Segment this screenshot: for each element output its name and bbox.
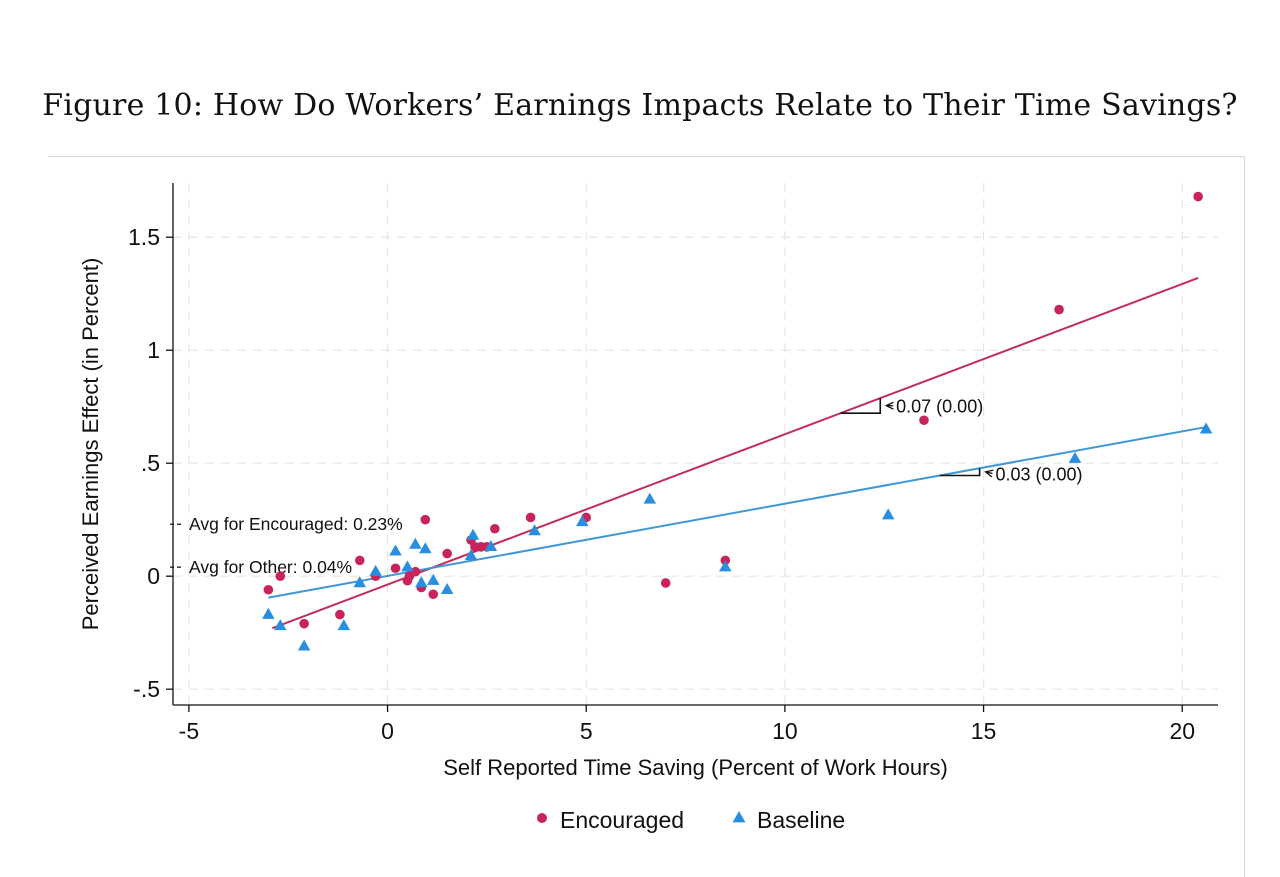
encouraged-point xyxy=(264,585,274,595)
encouraged-point xyxy=(335,610,345,620)
legend-marker-encouraged xyxy=(537,813,547,823)
encouraged-point xyxy=(299,619,309,629)
avg-reference-label: Avg for Other: 0.04% xyxy=(189,557,352,577)
grid-layer xyxy=(173,183,1218,705)
baseline-point xyxy=(427,574,440,585)
data-points xyxy=(262,192,1212,651)
encouraged-point xyxy=(428,589,438,599)
encouraged-point xyxy=(442,549,452,559)
x-tick-label: 0 xyxy=(381,718,394,744)
baseline-point xyxy=(262,608,275,619)
baseline-point xyxy=(298,639,311,650)
encouraged-point xyxy=(275,571,285,581)
slope-label: 0.07 (0.00) xyxy=(896,397,983,417)
y-tick-label: -.5 xyxy=(133,676,160,702)
baseline-point xyxy=(644,493,657,504)
encouraged-point xyxy=(526,513,536,523)
baseline-point xyxy=(401,560,414,571)
encouraged-point xyxy=(919,415,929,425)
encouraged-point xyxy=(490,524,500,534)
encouraged-point xyxy=(1054,305,1064,315)
baseline-point xyxy=(369,565,382,576)
encouraged-point xyxy=(411,567,421,577)
annotations: Avg for Encouraged: 0.23% Avg for Other: … xyxy=(170,397,1083,577)
legend-label-baseline: Baseline xyxy=(757,807,845,833)
y-tick-label: 1 xyxy=(147,337,160,363)
baseline-point xyxy=(415,576,428,587)
y-tick-label: 1.5 xyxy=(128,224,160,250)
encouraged-point xyxy=(355,556,365,566)
x-tick-label: 5 xyxy=(580,718,593,744)
baseline-point xyxy=(338,619,351,630)
y-tick-label: 0 xyxy=(147,563,160,589)
legend: Encouraged Baseline xyxy=(537,807,845,833)
y-axis-title: Perceived Earnings Effect (in Percent) xyxy=(78,258,103,631)
baseline-point xyxy=(409,538,422,549)
x-tick-label: 20 xyxy=(1169,718,1195,744)
baseline-point xyxy=(274,619,287,630)
slope-label: 0.03 (0.00) xyxy=(995,465,1082,485)
baseline-point xyxy=(467,529,480,540)
x-tick-label: -5 xyxy=(179,718,199,744)
x-tick-label: 10 xyxy=(772,718,798,744)
encouraged-point xyxy=(661,578,671,588)
legend-label-encouraged: Encouraged xyxy=(560,807,684,833)
x-axis-title: Self Reported Time Saving (Percent of Wo… xyxy=(443,755,948,780)
legend-marker-baseline xyxy=(733,811,746,822)
baseline-point xyxy=(441,583,454,594)
encouraged-point xyxy=(1193,192,1203,202)
avg-reference-label: Avg for Encouraged: 0.23% xyxy=(189,514,403,534)
encouraged-point xyxy=(421,515,431,525)
encouraged-point xyxy=(391,563,401,573)
x-tick-label: 15 xyxy=(971,718,997,744)
baseline-point xyxy=(882,508,895,519)
baseline-point xyxy=(389,545,402,556)
baseline-point xyxy=(1069,452,1082,463)
y-tick-label: .5 xyxy=(141,450,160,476)
